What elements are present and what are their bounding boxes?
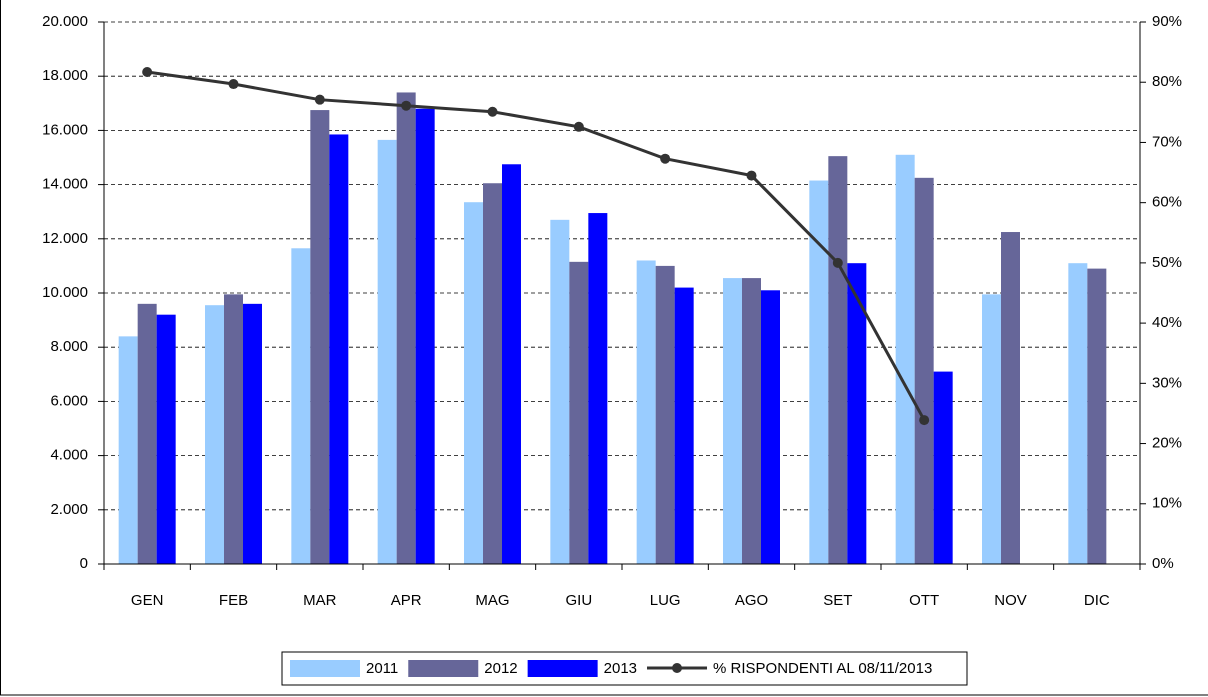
y2-tick-label: 60% — [1152, 194, 1182, 211]
y-tick-label: 2.000 — [50, 501, 88, 518]
y-tick-label: 16.000 — [42, 121, 88, 138]
bar — [982, 294, 1001, 564]
bar — [933, 371, 953, 564]
x-tick-label: APR — [391, 592, 422, 609]
line-marker — [487, 106, 498, 117]
bar — [329, 134, 349, 564]
bar — [377, 139, 397, 564]
bar — [1087, 268, 1107, 564]
legend-label: 2013 — [604, 660, 637, 677]
bar — [1068, 263, 1088, 564]
bar — [847, 263, 867, 564]
x-tick-label: AGO — [735, 592, 768, 609]
y-tick-label: 14.000 — [42, 176, 88, 193]
y-tick-label: 0 — [80, 555, 88, 572]
bar — [761, 290, 780, 564]
y-tick-label: 20.000 — [42, 13, 88, 30]
line-marker — [660, 153, 671, 164]
bar — [156, 314, 176, 564]
bar — [243, 303, 262, 564]
y-tick-label: 6.000 — [50, 392, 88, 409]
x-tick-label: FEB — [219, 592, 248, 609]
legend-swatch — [527, 660, 598, 677]
x-tick-label: OTT — [909, 592, 939, 609]
x-tick-label: LUG — [650, 592, 681, 609]
bar — [483, 183, 502, 564]
bar — [828, 156, 848, 564]
legend-swatch — [408, 660, 479, 677]
line-marker — [746, 170, 757, 181]
x-tick-label: GIU — [565, 592, 592, 609]
y2-tick-label: 30% — [1152, 374, 1182, 391]
line-marker — [142, 66, 153, 77]
legend-label: % RISPONDENTI AL 08/11/2013 — [713, 660, 932, 677]
line-marker — [919, 415, 930, 426]
bar — [655, 265, 675, 564]
y-tick-label: 4.000 — [50, 447, 88, 464]
line-marker — [573, 121, 584, 132]
bar — [310, 110, 330, 564]
bar — [396, 92, 416, 565]
bar — [569, 261, 589, 564]
bar — [415, 108, 435, 564]
y2-tick-label: 20% — [1152, 435, 1182, 452]
bar — [742, 278, 761, 564]
legend-swatch — [672, 663, 683, 673]
x-tick-label: SET — [823, 592, 852, 609]
bar — [502, 164, 521, 564]
line-marker — [832, 257, 843, 268]
bar — [118, 336, 138, 564]
x-tick-label: NOV — [994, 592, 1027, 609]
y2-tick-label: 40% — [1152, 314, 1182, 331]
bar — [588, 213, 608, 564]
bar — [914, 177, 934, 564]
bar — [1001, 232, 1020, 564]
x-tick-label: MAR — [303, 592, 337, 609]
bar — [224, 294, 243, 564]
legend-box — [281, 651, 968, 686]
bar — [674, 287, 694, 564]
legend-label: 2012 — [484, 660, 517, 677]
line-marker — [228, 79, 239, 90]
y2-tick-label: 0% — [1152, 555, 1174, 572]
legend-label: 2011 — [366, 660, 398, 677]
line-marker — [401, 100, 412, 111]
x-tick-label: DIC — [1084, 592, 1110, 609]
bar — [291, 248, 311, 564]
bar — [550, 219, 570, 564]
y-tick-label: 18.000 — [42, 67, 88, 84]
bar — [205, 305, 224, 564]
y2-tick-label: 90% — [1152, 13, 1182, 30]
y2-tick-label: 70% — [1152, 133, 1182, 150]
y2-tick-label: 80% — [1152, 73, 1182, 90]
y-tick-label: 8.000 — [50, 338, 88, 355]
x-tick-label: GEN — [131, 592, 164, 609]
y2-tick-label: 10% — [1152, 495, 1182, 512]
bar — [636, 260, 656, 564]
line-marker — [314, 94, 325, 105]
line — [146, 70, 926, 421]
bar — [723, 278, 742, 564]
bar — [464, 202, 483, 564]
y2-tick-label: 50% — [1152, 254, 1182, 271]
legend-swatch — [290, 660, 360, 677]
bar — [137, 303, 157, 564]
y-tick-label: 10.000 — [42, 284, 88, 301]
x-tick-label: MAG — [475, 592, 509, 609]
bar — [895, 154, 915, 565]
bar — [809, 180, 829, 564]
y-tick-label: 12.000 — [42, 230, 88, 247]
